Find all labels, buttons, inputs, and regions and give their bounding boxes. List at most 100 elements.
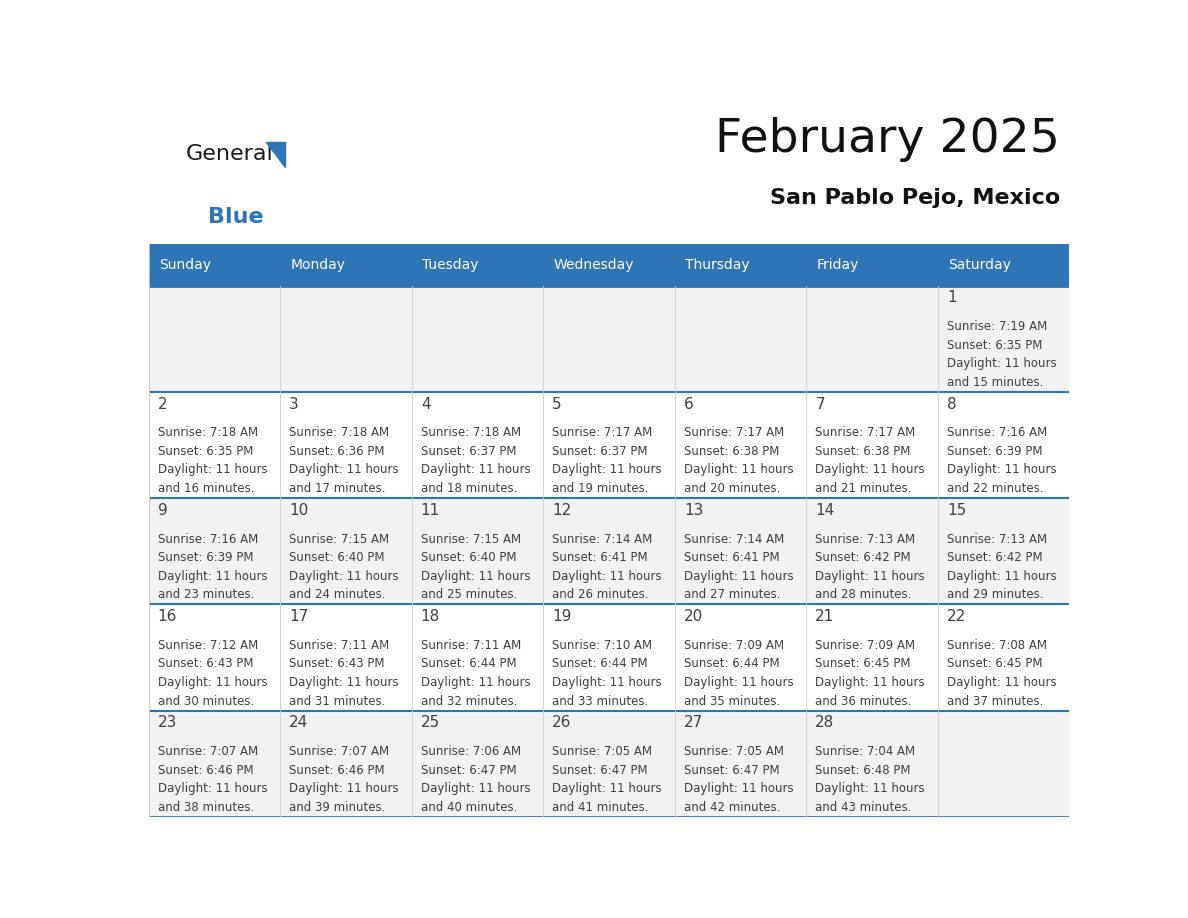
Text: and 15 minutes.: and 15 minutes.	[947, 375, 1043, 389]
Text: and 16 minutes.: and 16 minutes.	[158, 482, 254, 495]
Text: Sunrise: 7:17 AM: Sunrise: 7:17 AM	[684, 426, 784, 440]
Text: Daylight: 11 hours: Daylight: 11 hours	[815, 464, 925, 476]
Text: and 42 minutes.: and 42 minutes.	[684, 800, 781, 814]
Bar	[807, 392, 937, 498]
Polygon shape	[266, 142, 285, 166]
Text: Daylight: 11 hours: Daylight: 11 hours	[552, 464, 662, 476]
Bar	[543, 285, 675, 392]
Bar	[675, 244, 807, 285]
Text: and 22 minutes.: and 22 minutes.	[947, 482, 1043, 495]
Bar	[807, 244, 937, 285]
Text: 15: 15	[947, 503, 966, 518]
Text: Sunrise: 7:16 AM: Sunrise: 7:16 AM	[947, 426, 1047, 440]
Bar	[675, 392, 807, 498]
Text: and 29 minutes.: and 29 minutes.	[947, 588, 1043, 601]
Text: Sunrise: 7:19 AM: Sunrise: 7:19 AM	[947, 320, 1047, 333]
Bar	[148, 244, 280, 285]
Text: Daylight: 11 hours: Daylight: 11 hours	[947, 464, 1056, 476]
Text: 21: 21	[815, 609, 835, 624]
Bar	[148, 711, 280, 817]
Text: Sunrise: 7:17 AM: Sunrise: 7:17 AM	[815, 426, 916, 440]
Text: and 36 minutes.: and 36 minutes.	[815, 695, 911, 708]
Text: Sunrise: 7:11 AM: Sunrise: 7:11 AM	[421, 639, 522, 652]
Bar	[411, 711, 543, 817]
Text: Sunday: Sunday	[159, 258, 211, 272]
Text: 22: 22	[947, 609, 966, 624]
Bar	[411, 498, 543, 604]
Text: Sunrise: 7:12 AM: Sunrise: 7:12 AM	[158, 639, 258, 652]
Text: and 21 minutes.: and 21 minutes.	[815, 482, 912, 495]
Text: Sunrise: 7:04 AM: Sunrise: 7:04 AM	[815, 745, 916, 758]
Text: Daylight: 11 hours: Daylight: 11 hours	[684, 676, 794, 689]
Text: Sunset: 6:42 PM: Sunset: 6:42 PM	[947, 551, 1043, 565]
Text: Sunrise: 7:07 AM: Sunrise: 7:07 AM	[158, 745, 258, 758]
Text: and 35 minutes.: and 35 minutes.	[684, 695, 781, 708]
Text: Sunset: 6:37 PM: Sunset: 6:37 PM	[552, 445, 647, 458]
Text: Sunset: 6:38 PM: Sunset: 6:38 PM	[684, 445, 779, 458]
Text: and 27 minutes.: and 27 minutes.	[684, 588, 781, 601]
Bar	[675, 711, 807, 817]
Text: and 37 minutes.: and 37 minutes.	[947, 695, 1043, 708]
Text: Sunset: 6:47 PM: Sunset: 6:47 PM	[421, 764, 517, 777]
Text: Sunrise: 7:16 AM: Sunrise: 7:16 AM	[158, 532, 258, 545]
Text: Blue: Blue	[208, 207, 264, 227]
Text: 25: 25	[421, 715, 440, 731]
Text: Daylight: 11 hours: Daylight: 11 hours	[289, 676, 399, 689]
Bar	[675, 604, 807, 711]
Text: Daylight: 11 hours: Daylight: 11 hours	[947, 570, 1056, 583]
Text: 2: 2	[158, 397, 168, 411]
Text: General: General	[185, 144, 273, 163]
Text: Sunrise: 7:09 AM: Sunrise: 7:09 AM	[684, 639, 784, 652]
Text: and 18 minutes.: and 18 minutes.	[421, 482, 517, 495]
Text: Sunrise: 7:11 AM: Sunrise: 7:11 AM	[289, 639, 390, 652]
Text: Sunrise: 7:08 AM: Sunrise: 7:08 AM	[947, 639, 1047, 652]
Text: and 31 minutes.: and 31 minutes.	[289, 695, 386, 708]
Text: Sunset: 6:43 PM: Sunset: 6:43 PM	[158, 657, 253, 670]
Text: Daylight: 11 hours: Daylight: 11 hours	[552, 570, 662, 583]
Text: Friday: Friday	[816, 258, 859, 272]
Text: 19: 19	[552, 609, 571, 624]
Text: Sunset: 6:40 PM: Sunset: 6:40 PM	[289, 551, 385, 565]
Text: 23: 23	[158, 715, 177, 731]
Text: and 23 minutes.: and 23 minutes.	[158, 588, 254, 601]
Text: Daylight: 11 hours: Daylight: 11 hours	[158, 782, 267, 795]
Text: February 2025: February 2025	[715, 117, 1060, 162]
Bar	[280, 392, 411, 498]
Text: Sunset: 6:47 PM: Sunset: 6:47 PM	[552, 764, 647, 777]
Bar	[543, 711, 675, 817]
Text: Sunset: 6:45 PM: Sunset: 6:45 PM	[947, 657, 1042, 670]
Text: 27: 27	[684, 715, 703, 731]
Text: Sunrise: 7:06 AM: Sunrise: 7:06 AM	[421, 745, 520, 758]
Text: Daylight: 11 hours: Daylight: 11 hours	[421, 570, 530, 583]
Text: 9: 9	[158, 503, 168, 518]
Text: Sunset: 6:44 PM: Sunset: 6:44 PM	[684, 657, 779, 670]
Text: Sunrise: 7:18 AM: Sunrise: 7:18 AM	[158, 426, 258, 440]
Bar	[280, 711, 411, 817]
Text: 20: 20	[684, 609, 703, 624]
Bar	[807, 711, 937, 817]
Bar	[411, 244, 543, 285]
Text: and 25 minutes.: and 25 minutes.	[421, 588, 517, 601]
Text: Monday: Monday	[291, 258, 346, 272]
Text: Daylight: 11 hours: Daylight: 11 hours	[815, 782, 925, 795]
Text: Daylight: 11 hours: Daylight: 11 hours	[815, 570, 925, 583]
Text: 16: 16	[158, 609, 177, 624]
Text: Wednesday: Wednesday	[554, 258, 634, 272]
Text: Daylight: 11 hours: Daylight: 11 hours	[947, 357, 1056, 370]
Bar	[280, 604, 411, 711]
Text: Daylight: 11 hours: Daylight: 11 hours	[684, 782, 794, 795]
Text: and 17 minutes.: and 17 minutes.	[289, 482, 386, 495]
Text: Saturday: Saturday	[948, 258, 1011, 272]
Text: 12: 12	[552, 503, 571, 518]
Text: and 38 minutes.: and 38 minutes.	[158, 800, 254, 814]
Text: 26: 26	[552, 715, 571, 731]
Bar	[937, 498, 1069, 604]
Text: Sunrise: 7:18 AM: Sunrise: 7:18 AM	[421, 426, 520, 440]
Text: Sunrise: 7:17 AM: Sunrise: 7:17 AM	[552, 426, 652, 440]
Text: Daylight: 11 hours: Daylight: 11 hours	[158, 464, 267, 476]
Text: 1: 1	[947, 290, 956, 306]
Text: and 43 minutes.: and 43 minutes.	[815, 800, 911, 814]
Text: Daylight: 11 hours: Daylight: 11 hours	[158, 676, 267, 689]
Text: Daylight: 11 hours: Daylight: 11 hours	[289, 464, 399, 476]
Text: Sunset: 6:43 PM: Sunset: 6:43 PM	[289, 657, 385, 670]
